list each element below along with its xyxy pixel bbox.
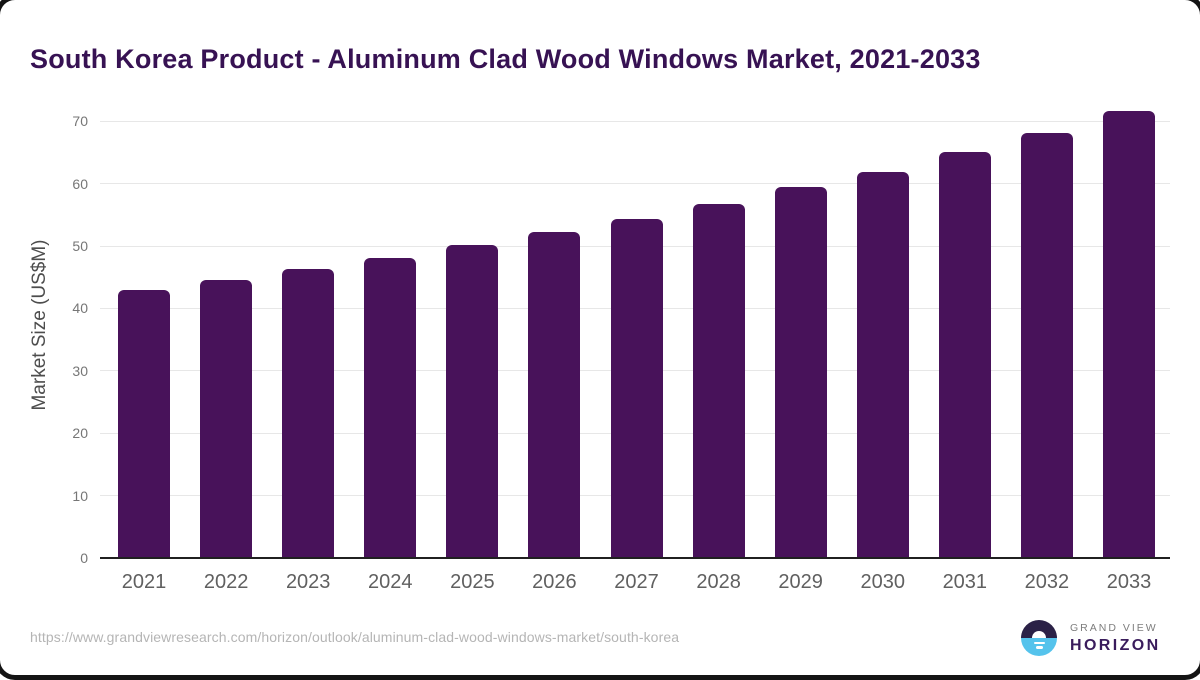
y-tick-label-30: 30 <box>72 362 88 379</box>
x-tick-label-2022: 2022 <box>203 571 249 593</box>
y-axis-label: Market Size (US$M) <box>29 239 50 411</box>
x-tick-label-2023: 2023 <box>285 571 331 593</box>
chart-title: South Korea Product - Aluminum Clad Wood… <box>30 44 981 75</box>
bar-slot-2023: 2023 <box>267 95 349 593</box>
logo-wave-line-2 <box>1035 646 1043 649</box>
y-tick-label-40: 40 <box>72 300 88 317</box>
logo-wordmark: GRAND VIEW HORIZON <box>1070 622 1161 655</box>
bars-row: 2021 2022 2023 2024 2025 2026 2027 2028 2029 2030… <box>100 95 1170 593</box>
bar-2025 <box>446 245 499 558</box>
y-tick-label-10: 10 <box>72 487 88 504</box>
x-tick-label-2030: 2030 <box>860 571 905 593</box>
source-url: https://www.grandviewresearch.com/horizo… <box>30 629 680 645</box>
bar-slot-2026: 2026 <box>513 95 595 593</box>
y-tick-label-60: 60 <box>72 175 88 192</box>
bar-2023 <box>282 269 335 558</box>
bar-2031 <box>938 151 991 558</box>
bar-slot-2028: 2028 <box>678 95 760 593</box>
bar-2026 <box>528 232 581 558</box>
bar-slot-2021: 2021 <box>103 95 185 593</box>
sunrise-horizon-icon <box>1021 620 1057 656</box>
y-tick-label-20: 20 <box>72 425 88 442</box>
x-tick-label-2026: 2026 <box>532 571 577 593</box>
x-tick-label-2033: 2033 <box>1106 571 1152 593</box>
x-tick-label-2031: 2031 <box>942 571 988 593</box>
x-tick-label-2025: 2025 <box>450 571 495 593</box>
logo-text-horizon: HORIZON <box>1070 636 1161 654</box>
bar-slot-2033: 2033 <box>1088 95 1170 593</box>
bar-2032 <box>1020 133 1073 558</box>
y-tick-label-70: 70 <box>72 113 88 130</box>
bar-2024 <box>364 257 417 558</box>
bar-slot-2022: 2022 <box>185 95 267 593</box>
logo-sky-half <box>1021 620 1057 638</box>
grand-view-horizon-logo: GRAND VIEW HORIZON <box>1021 620 1161 656</box>
y-tick-label-50: 50 <box>72 238 88 254</box>
bar-slot-2031: 2031 <box>924 95 1006 593</box>
x-tick-label-2021: 2021 <box>121 571 167 593</box>
x-axis-line <box>100 557 1170 559</box>
bar-2027 <box>610 219 663 558</box>
x-tick-label-2027: 2027 <box>614 571 659 593</box>
bar-slot-2027: 2027 <box>595 95 677 593</box>
bar-2030 <box>856 171 909 558</box>
x-tick-label-2029: 2029 <box>778 571 823 593</box>
logo-wave-line-1 <box>1033 641 1045 645</box>
bar-slot-2032: 2032 <box>1006 95 1088 593</box>
x-tick-label-2024: 2024 <box>368 571 413 593</box>
bar-2022 <box>200 280 253 558</box>
gridline-60 <box>100 183 1170 185</box>
y-tick-label-0: 0 <box>80 550 88 566</box>
bar-2028 <box>692 204 745 558</box>
logo-sun-dome <box>1032 631 1046 638</box>
bar-slot-2024: 2024 <box>349 95 431 593</box>
bar-slot-2030: 2030 <box>842 95 924 593</box>
x-tick-label-2032: 2032 <box>1024 571 1070 593</box>
plot-area: 2021 2022 2023 2024 2025 2026 2027 2028 2029 2030… <box>100 95 1170 593</box>
bar-2033 <box>1102 110 1155 558</box>
x-tick-label-2028: 2028 <box>696 571 741 593</box>
bar-slot-2029: 2029 <box>760 95 842 593</box>
bar-2021 <box>118 290 171 558</box>
logo-text-grand-view: GRAND VIEW <box>1070 621 1158 634</box>
gridline-70 <box>100 120 1170 122</box>
bar-slot-2025: 2025 <box>431 95 513 593</box>
bar-2029 <box>774 187 827 558</box>
